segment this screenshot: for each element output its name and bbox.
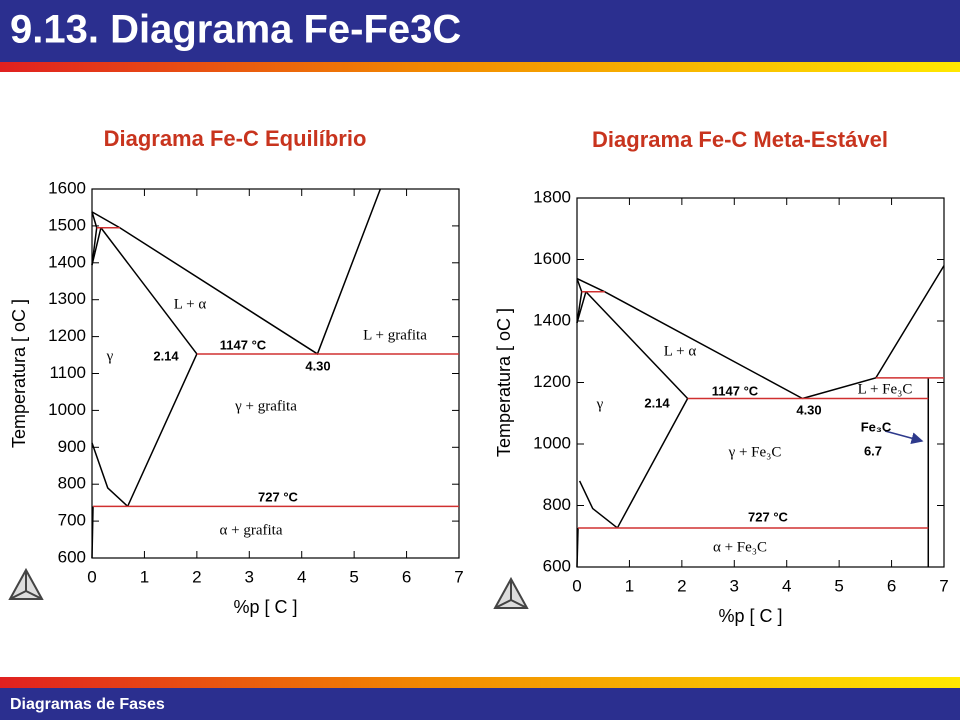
- x-axis-label: %p [ C ]: [718, 606, 782, 626]
- phase-boundary: [616, 398, 689, 529]
- footer-stripe: [0, 677, 960, 688]
- y-tick-label: 700: [58, 511, 86, 530]
- y-tick-label: 1200: [48, 326, 86, 345]
- logo: [8, 567, 44, 600]
- x-tick-label: 4: [297, 567, 306, 586]
- x-tick-label: 0: [87, 567, 96, 586]
- annotation: γ: [596, 396, 604, 412]
- annotation: L + grafita: [363, 327, 427, 343]
- footer-bar: [0, 688, 960, 720]
- y-tick-label: 900: [58, 437, 86, 456]
- y-tick-label: 1300: [48, 289, 86, 308]
- phase-boundary: [91, 188, 382, 356]
- x-tick-label: 2: [192, 567, 201, 586]
- y-tick-label: 800: [543, 495, 571, 514]
- annotation: L + α: [174, 296, 207, 312]
- slide-title: 9.13. Diagrama Fe-Fe3C: [10, 8, 461, 52]
- annotation: α + Fe₃C: [713, 539, 767, 555]
- x-tick-label: 4: [782, 576, 791, 595]
- annotation: γ: [106, 348, 114, 364]
- annotation: L + α: [664, 343, 697, 359]
- annotation: α + grafita: [220, 522, 283, 538]
- annotation: 4.30: [305, 358, 330, 373]
- annotation: 727 °C: [748, 509, 789, 524]
- phase-boundary: [100, 227, 198, 355]
- y-tick-label: 1000: [533, 433, 571, 452]
- x-tick-label: 1: [140, 567, 149, 586]
- x-tick-label: 7: [939, 576, 948, 595]
- phase-boundary: [585, 291, 689, 400]
- y-axis-label: Temperatura [ oC ]: [494, 308, 514, 457]
- x-tick-label: 7: [454, 567, 463, 586]
- x-tick-label: 6: [402, 567, 411, 586]
- annotation: 1147 °C: [220, 337, 267, 352]
- y-tick-label: 1500: [48, 215, 86, 234]
- arrow: [884, 430, 924, 445]
- header-stripe: [0, 62, 960, 72]
- phase-boundary: [126, 353, 198, 507]
- x-tick-label: 5: [834, 576, 843, 595]
- annotation: 2.14: [644, 395, 670, 410]
- annotation: L + Fe₃C: [858, 381, 913, 397]
- annotation: 1147 °C: [712, 383, 759, 398]
- phase-boundary: [576, 291, 587, 324]
- phase-boundary: [91, 506, 94, 559]
- y-tick-label: 800: [58, 474, 86, 493]
- header-bar: [0, 0, 960, 62]
- y-tick-label: 1000: [48, 400, 86, 419]
- x-tick-label: 0: [572, 576, 581, 595]
- annotation: 2.14: [153, 348, 179, 363]
- x-tick-label: 3: [730, 576, 739, 595]
- logo: [493, 576, 529, 609]
- y-tick-label: 1400: [533, 310, 571, 329]
- phase-boundary: [576, 527, 579, 568]
- phase-boundary: [91, 227, 102, 266]
- annotation: 4.30: [796, 402, 821, 417]
- chart-title: Diagrama Fe-C Meta-Estável: [592, 127, 888, 152]
- y-tick-label: 1800: [533, 187, 571, 206]
- y-tick-label: 600: [543, 556, 571, 575]
- phase-boundary: [576, 277, 803, 400]
- x-tick-label: 5: [349, 567, 358, 586]
- annotation: γ + Fe₃C: [728, 444, 782, 460]
- x-tick-label: 2: [677, 576, 686, 595]
- y-tick-label: 1100: [49, 363, 86, 382]
- x-axis-label: %p [ C ]: [233, 597, 297, 617]
- y-tick-label: 1600: [533, 249, 571, 268]
- y-tick-label: 600: [58, 547, 86, 566]
- chart-title: Diagrama Fe-C Equilíbrio: [104, 126, 367, 151]
- annotation: 727 °C: [258, 489, 299, 504]
- y-tick-label: 1400: [48, 252, 86, 271]
- x-tick-label: 3: [245, 567, 254, 586]
- y-tick-label: 1200: [533, 372, 571, 391]
- y-tick-label: 1600: [48, 178, 86, 197]
- x-tick-label: 6: [887, 576, 896, 595]
- annotation: γ + grafita: [234, 398, 297, 414]
- x-tick-label: 1: [625, 576, 634, 595]
- annotation: Fe₃C: [861, 419, 892, 434]
- y-axis-label: Temperatura [ oC ]: [9, 299, 29, 448]
- phase-boundary: [578, 480, 618, 529]
- phase-boundary: [91, 442, 129, 507]
- footer-text: Diagramas de Fases: [10, 696, 165, 713]
- annotation: 6.7: [864, 443, 882, 458]
